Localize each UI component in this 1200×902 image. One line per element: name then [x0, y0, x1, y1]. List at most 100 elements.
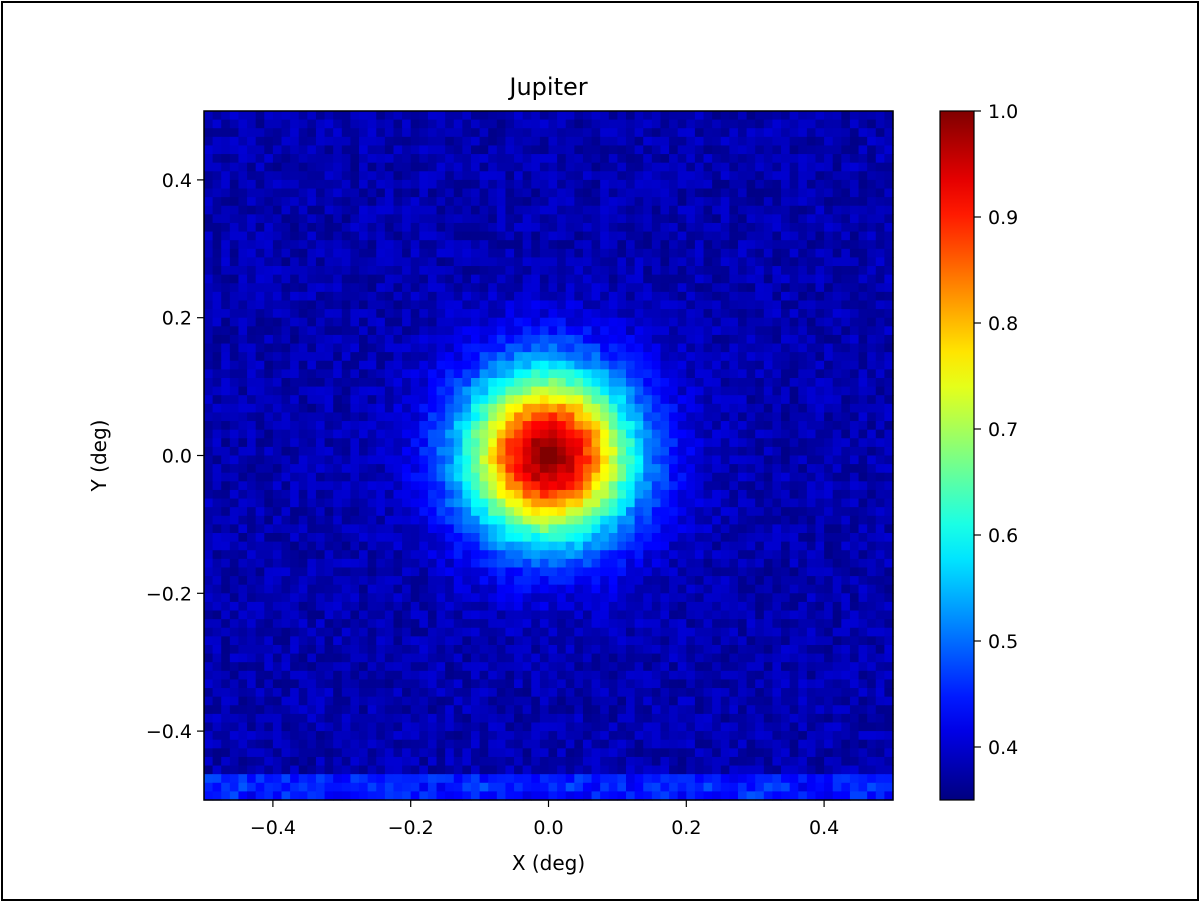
heatmap-cell	[333, 438, 343, 448]
heatmap-cell	[324, 455, 334, 465]
heatmap-cell	[539, 119, 550, 129]
heatmap-cell	[669, 576, 679, 586]
heatmap-cell	[531, 154, 541, 164]
heatmap-cell	[341, 567, 352, 577]
heatmap-cell	[565, 343, 575, 353]
heatmap-cell	[574, 446, 584, 457]
heatmap-cell	[781, 472, 791, 482]
heatmap-cell	[651, 334, 662, 345]
heatmap-cell	[255, 179, 265, 190]
heatmap-cell	[402, 627, 412, 637]
heatmap-cell	[419, 248, 429, 259]
heatmap-cell	[445, 576, 455, 586]
heatmap-cell	[445, 455, 455, 465]
heatmap-cell	[703, 343, 713, 353]
heatmap-cell	[462, 266, 472, 276]
heatmap-cell	[410, 541, 420, 551]
heatmap-cell	[875, 188, 885, 198]
heatmap-cell	[781, 377, 791, 388]
heatmap-cell	[496, 283, 507, 293]
heatmap-cell	[703, 636, 713, 646]
heatmap-cell	[238, 438, 248, 448]
heatmap-cell	[247, 567, 257, 577]
heatmap-cell	[884, 188, 894, 198]
heatmap-cell	[651, 429, 662, 439]
heatmap-cell	[272, 558, 283, 569]
heatmap-cell	[453, 386, 463, 396]
heatmap-cell	[462, 507, 472, 517]
heatmap-cell	[505, 369, 515, 379]
heatmap-cell	[824, 429, 834, 439]
heatmap-cell	[806, 481, 817, 491]
heatmap-cell	[359, 274, 369, 284]
heatmap-cell	[436, 128, 446, 138]
heatmap-cell	[557, 326, 567, 336]
heatmap-cell	[686, 412, 696, 422]
heatmap-cell	[651, 412, 662, 422]
heatmap-cell	[479, 188, 489, 198]
heatmap-cell	[884, 360, 894, 370]
heatmap-cell	[402, 421, 412, 431]
heatmap-cell	[712, 145, 722, 155]
heatmap-cell	[384, 489, 395, 500]
heatmap-cell	[221, 446, 231, 457]
heatmap-cell	[720, 489, 730, 500]
heatmap-cell	[703, 464, 713, 474]
heatmap-cell	[393, 636, 403, 646]
heatmap-cell	[729, 145, 739, 155]
heatmap-cell	[815, 541, 825, 551]
heatmap-cell	[522, 171, 532, 181]
heatmap-cell	[410, 567, 420, 577]
heatmap-cell	[462, 567, 472, 577]
heatmap-cell	[419, 369, 429, 379]
heatmap-cell	[204, 326, 214, 336]
heatmap-cell	[626, 377, 636, 388]
heatmap-cell	[298, 386, 308, 396]
heatmap-cell	[402, 334, 412, 345]
heatmap-cell	[565, 214, 575, 224]
heatmap-cell	[212, 498, 222, 508]
heatmap-cell	[445, 240, 455, 250]
heatmap-cell	[841, 464, 851, 474]
heatmap-cell	[626, 266, 636, 276]
heatmap-cell	[247, 317, 257, 327]
heatmap-cell	[488, 584, 498, 594]
heatmap-cell	[315, 438, 326, 448]
heatmap-cell	[488, 171, 498, 181]
heatmap-cell	[763, 119, 774, 129]
heatmap-cell	[772, 567, 782, 577]
heatmap-cell	[763, 334, 774, 345]
heatmap-cell	[341, 498, 352, 508]
heatmap-cell	[307, 240, 317, 250]
heatmap-cell	[290, 240, 300, 250]
heatmap-cell	[531, 421, 541, 431]
heatmap-cell	[333, 636, 343, 646]
heatmap-cell	[789, 343, 799, 353]
heatmap-cell	[505, 257, 515, 267]
heatmap-cell	[858, 464, 868, 474]
heatmap-cell	[264, 205, 274, 215]
heatmap-cell	[669, 179, 679, 190]
heatmap-cell	[436, 300, 446, 310]
heatmap-cell	[255, 507, 265, 517]
heatmap-cell	[634, 197, 644, 207]
heatmap-cell	[307, 533, 317, 543]
heatmap-cell	[677, 455, 687, 465]
heatmap-cell	[488, 240, 498, 250]
heatmap-cell	[669, 188, 679, 198]
heatmap-cell	[462, 395, 472, 405]
heatmap-cell	[264, 317, 274, 327]
heatmap-cell	[712, 446, 722, 457]
heatmap-cell	[393, 171, 403, 181]
heatmap-cell	[746, 326, 756, 336]
heatmap-cell	[204, 343, 214, 353]
heatmap-cell	[548, 515, 558, 525]
heatmap-cell	[789, 593, 799, 603]
heatmap-cell	[531, 481, 541, 491]
heatmap-cell	[359, 644, 369, 655]
heatmap-cell	[582, 601, 593, 612]
heatmap-cell	[462, 636, 472, 646]
heatmap-cell	[402, 205, 412, 215]
heatmap-cell	[393, 644, 403, 655]
heatmap-cell	[712, 558, 722, 569]
